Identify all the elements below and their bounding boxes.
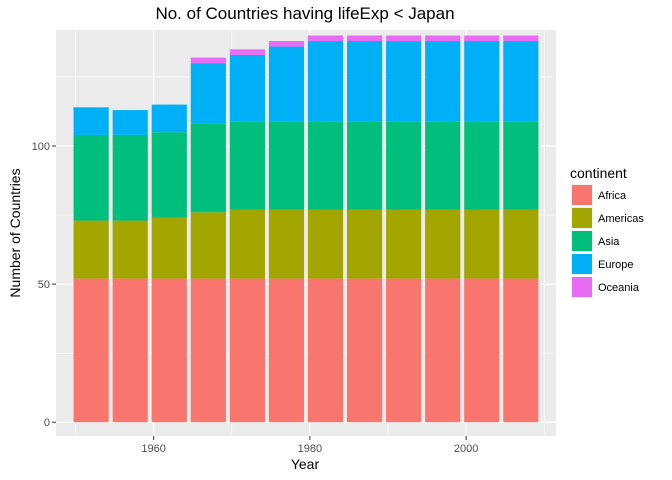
bar-segment-oceania-1987 [347,35,383,42]
legend-swatch-oceania [572,277,592,297]
legend-label-oceania: Oceania [598,282,640,294]
bar-segment-europe-1992 [386,41,422,122]
bar-segment-africa-1987 [347,278,383,423]
chart-title: No. of Countries having lifeExp < Japan [155,4,454,23]
legend-label-asia: Asia [598,236,620,248]
x-tick-label: 2000 [454,443,478,455]
bar-segment-oceania-2002 [464,35,500,42]
x-tick-label: 1960 [141,443,165,455]
legend: continent Africa Americas Asia Europe Oceani… [570,165,644,298]
bar-segment-americas-1962 [151,217,187,279]
bar-segment-asia-1952 [73,134,109,221]
bar-segment-americas-2002 [464,209,500,279]
bar-segment-europe-1957 [112,110,148,135]
bar-segment-oceania-2007 [503,35,539,42]
bar-segment-americas-1952 [73,220,109,279]
legend-label-americas: Americas [598,213,644,225]
bar-segment-oceania-1967 [190,57,226,64]
bar-segment-africa-1997 [425,278,461,423]
y-tick-label: 50 [38,279,50,291]
bars [73,35,539,423]
y-axis-title: Number of Countries [7,168,23,297]
bar-segment-europe-1982 [307,41,344,122]
bar-segment-americas-2007 [503,209,539,279]
bar-segment-asia-2007 [503,121,539,210]
bar-segment-africa-2007 [503,278,539,423]
bar-segment-oceania-1997 [425,35,461,42]
bar-segment-asia-1982 [307,121,344,210]
bar-segment-asia-2002 [464,121,500,210]
x-axis-title: Year [291,456,320,472]
y-axis-ticks: 0 50 100 [32,141,56,429]
bar-segment-americas-1992 [386,209,422,279]
x-axis-ticks: 1960 1980 2000 [141,436,478,455]
y-tick-label: 100 [32,141,50,153]
legend-label-africa: Africa [598,190,627,202]
bar-segment-africa-1967 [190,278,226,423]
y-tick-label: 0 [44,417,50,429]
bar-segment-oceania-1992 [386,35,422,42]
bar-segment-oceania-1977 [268,41,305,47]
bar-segment-africa-1972 [229,278,265,423]
bar-segment-americas-1977 [268,209,305,279]
bar-segment-europe-1967 [190,63,226,124]
bar-segment-europe-1952 [73,107,109,135]
bar-segment-asia-1967 [190,123,226,213]
bar-segment-europe-1997 [425,41,461,122]
bar-segment-europe-1972 [229,54,265,122]
bar-segment-asia-1957 [112,134,148,221]
bar-segment-africa-1957 [112,278,148,423]
legend-swatch-europe [572,254,592,274]
bar-segment-americas-1987 [347,209,383,279]
bar-segment-africa-1992 [386,278,422,423]
bar-segment-europe-2002 [464,41,500,122]
bar-segment-africa-1952 [73,278,109,423]
bar-segment-africa-1962 [151,278,187,423]
legend-swatch-asia [572,231,592,251]
legend-swatch-americas [572,208,592,228]
bar-segment-europe-1977 [268,46,305,122]
bar-segment-asia-1972 [229,121,265,210]
bar-segment-europe-1962 [151,104,187,133]
legend-swatch-africa [572,185,592,205]
legend-label-europe: Europe [598,259,633,271]
bar-segment-africa-1977 [268,278,305,423]
bar-segment-americas-1967 [190,212,226,279]
bar-segment-asia-1987 [347,121,383,210]
bar-segment-americas-1982 [307,209,344,279]
bar-segment-americas-1972 [229,209,265,279]
bar-segment-oceania-1972 [229,49,265,55]
bar-segment-asia-1992 [386,121,422,210]
bar-segment-africa-1982 [307,278,344,423]
legend-title: continent [570,165,627,181]
bar-segment-europe-2007 [503,41,539,122]
bar-segment-europe-1987 [347,41,383,122]
x-tick-label: 1980 [298,443,322,455]
bar-segment-africa-2002 [464,278,500,423]
bar-segment-oceania-1982 [307,35,344,42]
bar-segment-americas-1957 [112,220,148,279]
bar-segment-americas-1997 [425,209,461,279]
bar-segment-asia-1997 [425,121,461,210]
bar-segment-asia-1977 [268,121,305,210]
bar-segment-asia-1962 [151,132,187,218]
